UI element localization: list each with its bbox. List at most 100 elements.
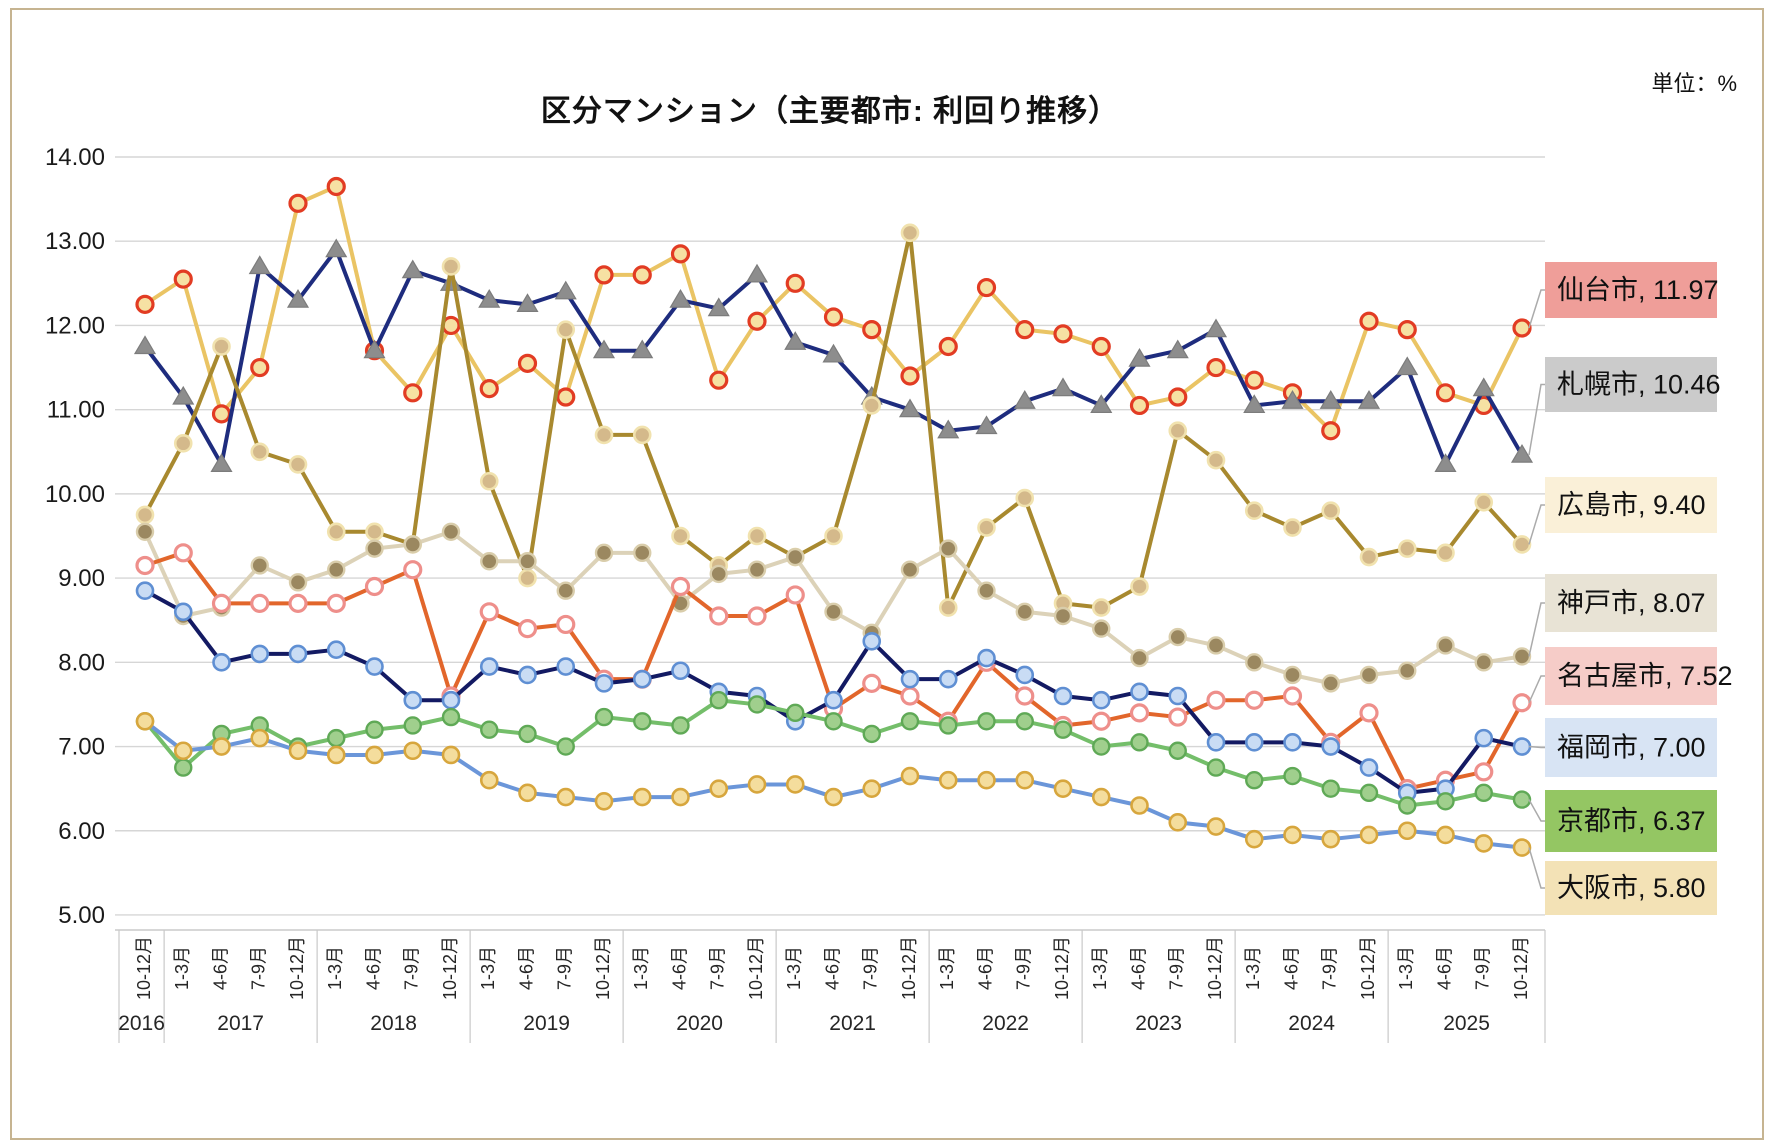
marker-fukuoka	[1130, 682, 1149, 702]
marker-hiroshima	[1244, 501, 1264, 521]
marker-kobe	[786, 547, 805, 567]
marker-kobe	[365, 539, 384, 558]
marker-nagoya	[709, 606, 729, 626]
marker-kobe	[824, 602, 843, 621]
marker-osaka	[288, 741, 308, 761]
marker-kobe	[1092, 619, 1111, 638]
marker-sapporo	[1013, 390, 1036, 409]
marker-nagoya	[1129, 703, 1150, 723]
marker-hiroshima	[862, 396, 882, 415]
marker-sendai	[1321, 421, 1341, 441]
marker-osaka	[1015, 770, 1035, 790]
marker-sapporo	[669, 288, 692, 308]
marker-fukuoka	[1359, 758, 1379, 777]
marker-kyoto	[1474, 783, 1493, 803]
marker-osaka	[326, 745, 346, 765]
x-quarter-label: 4-6月	[822, 946, 842, 990]
marker-kobe	[1283, 665, 1302, 685]
marker-fukuoka	[671, 661, 690, 681]
marker-nagoya	[250, 593, 270, 613]
marker-kyoto	[1053, 720, 1073, 739]
leader-line-osaka	[1528, 847, 1545, 889]
y-axis-tick-label: 9.00	[58, 565, 105, 592]
x-quarter-label: 10-12月	[1052, 936, 1072, 1000]
x-quarter-label: 10-12月	[1511, 936, 1531, 1000]
marker-nagoya	[1282, 686, 1303, 706]
x-axis: 10-12月 1-3月 4-6月 7-9月 10-12月 1-3月 4-6月 7-9月 10-1…	[115, 929, 1546, 1043]
marker-sendai	[862, 320, 882, 340]
series-hiroshima	[135, 223, 1532, 617]
chart-title: 区分マンション（主要都市: 利回り推移）	[540, 95, 1120, 128]
marker-sendai	[1091, 336, 1111, 357]
marker-hiroshima	[1168, 421, 1188, 441]
marker-kyoto	[977, 712, 996, 731]
series-osaka	[135, 711, 1532, 857]
marker-fukuoka	[288, 644, 308, 664]
marker-osaka	[365, 745, 384, 765]
x-quarter-label: 10-12月	[134, 936, 154, 1000]
y-axis-tick-label: 13.00	[45, 228, 105, 255]
end-label-box-fukuoka	[1545, 718, 1717, 777]
marker-osaka	[900, 766, 920, 786]
marker-nagoya	[1206, 690, 1226, 710]
marker-osaka	[212, 737, 231, 756]
leader-line-kyoto	[1528, 799, 1545, 822]
leader-line-hiroshima	[1528, 504, 1545, 545]
x-quarter-label: 7-9月	[555, 946, 575, 990]
marker-sapporo	[1051, 377, 1075, 397]
marker-hiroshima	[977, 518, 996, 537]
x-quarter-label: 1-3月	[172, 946, 192, 990]
marker-osaka	[1512, 838, 1532, 857]
marker-fukuoka	[900, 669, 920, 689]
marker-sapporo	[1281, 390, 1304, 409]
marker-sapporo	[325, 238, 348, 258]
x-quarter-label: 1-3月	[784, 946, 804, 990]
marker-kobe	[1398, 661, 1417, 680]
marker-kobe	[135, 522, 155, 541]
x-quarter-label: 1-3月	[1243, 946, 1263, 990]
y-axis-tick-label: 6.00	[58, 818, 105, 845]
marker-hiroshima	[212, 337, 231, 356]
marker-sapporo	[1396, 356, 1419, 376]
marker-fukuoka	[1283, 733, 1302, 752]
marker-osaka	[556, 787, 576, 807]
end-label-box-hiroshima	[1545, 477, 1717, 533]
marker-hiroshima	[900, 223, 920, 243]
marker-sendai	[1397, 320, 1417, 340]
y-axis-tick-label: 11.00	[47, 397, 105, 424]
x-year-label: 2020	[676, 1012, 723, 1035]
marker-nagoya	[479, 602, 499, 622]
marker-fukuoka	[441, 690, 461, 710]
end-label-box-nagoya	[1545, 647, 1717, 705]
marker-hiroshima	[824, 526, 843, 546]
marker-kobe	[1436, 636, 1455, 655]
marker-fukuoka	[1015, 665, 1035, 685]
marker-kobe	[709, 564, 728, 584]
marker-osaka	[1436, 825, 1455, 845]
marker-osaka	[862, 779, 882, 798]
marker-hiroshima	[1397, 539, 1417, 558]
marker-hiroshima	[1359, 547, 1379, 567]
marker-osaka	[1397, 821, 1417, 841]
x-quarter-label: 10-12月	[746, 936, 766, 1000]
marker-osaka	[441, 745, 461, 765]
marker-osaka	[1321, 829, 1341, 849]
marker-hiroshima	[326, 522, 346, 542]
marker-kobe	[1168, 627, 1187, 647]
marker-sendai	[823, 307, 844, 327]
series-kyoto	[135, 691, 1532, 815]
marker-sendai	[747, 311, 767, 331]
series-fukuoka	[135, 581, 1532, 803]
marker-sendai	[938, 336, 958, 357]
marker-sapporo	[516, 293, 539, 312]
end-label-text-hiroshima: 広島市, 9.40	[1557, 490, 1706, 520]
marker-kyoto	[1436, 792, 1455, 811]
marker-sendai	[1359, 311, 1379, 331]
marker-fukuoka	[1321, 737, 1341, 756]
marker-kobe	[900, 560, 920, 579]
marker-sapporo	[1243, 394, 1266, 414]
marker-fukuoka	[938, 669, 958, 689]
marker-nagoya	[1474, 762, 1494, 782]
x-quarter-label: 4-6月	[1434, 946, 1454, 990]
